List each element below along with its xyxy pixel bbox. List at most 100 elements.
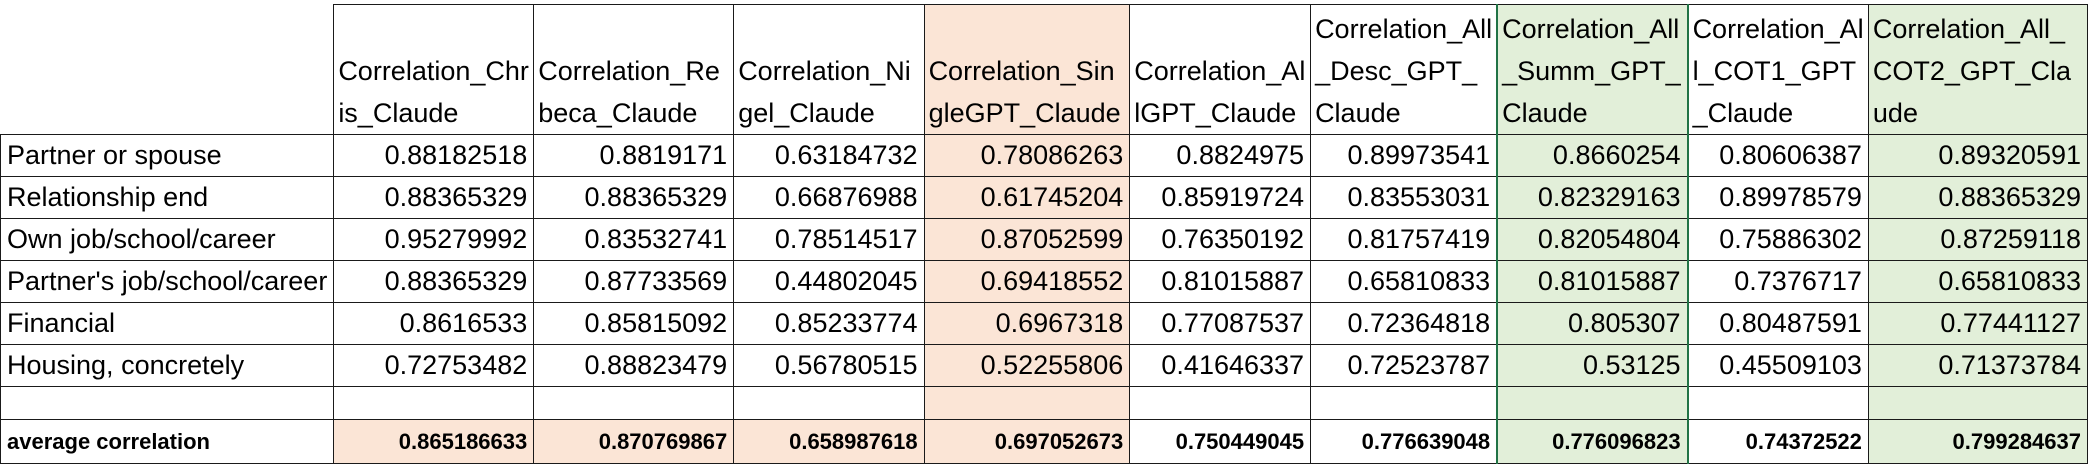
row-label-cell[interactable]: Own job/school/career — [0, 218, 335, 261]
table-row: Financial 0.8616533 0.85815092 0.85233774 0.… — [0, 302, 2088, 345]
value-cell-chris[interactable]: 0.88365329 — [333, 176, 535, 219]
average-label-cell[interactable]: average correlation — [0, 419, 335, 464]
value-cell-rebeca[interactable]: 0.87733569 — [533, 260, 735, 303]
empty-cell[interactable] — [1867, 386, 2088, 420]
value-cell-nigel[interactable]: 0.78514517 — [733, 218, 925, 261]
value-cell-rebeca[interactable]: 0.88823479 — [533, 344, 735, 387]
empty-cell[interactable] — [1496, 386, 1689, 420]
value-cell-all-cot2-gpt[interactable]: 0.88365329 — [1867, 176, 2088, 219]
average-cell-nigel[interactable]: 0.658987618 — [733, 419, 925, 464]
empty-cell[interactable] — [1129, 386, 1312, 420]
value-cell-rebeca[interactable]: 0.83532741 — [533, 218, 735, 261]
value-cell-singlegpt[interactable]: 0.69418552 — [923, 260, 1131, 303]
value-cell-all-desc-gpt[interactable]: 0.89973541 — [1310, 134, 1498, 177]
value-cell-all-desc-gpt[interactable]: 0.83553031 — [1310, 176, 1498, 219]
value-cell-all-summ-gpt[interactable]: 0.53125 — [1496, 344, 1689, 387]
value-cell-all-cot1-gpt[interactable]: 0.80487591 — [1687, 302, 1869, 345]
value-cell-all-cot1-gpt[interactable]: 0.7376717 — [1687, 260, 1869, 303]
value-cell-allgpt[interactable]: 0.77087537 — [1129, 302, 1312, 345]
header-corner-cell[interactable] — [0, 4, 335, 135]
value-cell-all-desc-gpt[interactable]: 0.81757419 — [1310, 218, 1498, 261]
value-cell-rebeca[interactable]: 0.88365329 — [533, 176, 735, 219]
value-cell-all-desc-gpt[interactable]: 0.72364818 — [1310, 302, 1498, 345]
value-cell-all-cot2-gpt[interactable]: 0.65810833 — [1867, 260, 2088, 303]
empty-cell[interactable] — [0, 386, 335, 420]
value-cell-nigel[interactable]: 0.44802045 — [733, 260, 925, 303]
header-cell-chris[interactable]: Correlation_Chris_Claude — [333, 4, 535, 135]
value-cell-chris[interactable]: 0.88365329 — [333, 260, 535, 303]
value-cell-all-cot2-gpt[interactable]: 0.71373784 — [1867, 344, 2088, 387]
value-cell-all-cot1-gpt[interactable]: 0.45509103 — [1687, 344, 1869, 387]
header-cell-nigel[interactable]: Correlation_Nigel_Claude — [733, 4, 925, 135]
spreadsheet-grid: Correlation_Chris_Claude Correlation_Reb… — [0, 4, 2088, 464]
value-cell-nigel[interactable]: 0.63184732 — [733, 134, 925, 177]
average-cell-allgpt[interactable]: 0.750449045 — [1129, 419, 1312, 464]
header-cell-all-cot2-gpt[interactable]: Correlation_All_COT2_GPT_Claude — [1867, 4, 2088, 135]
value-cell-allgpt[interactable]: 0.76350192 — [1129, 218, 1312, 261]
header-row: Correlation_Chris_Claude Correlation_Reb… — [0, 4, 2088, 135]
value-cell-allgpt[interactable]: 0.81015887 — [1129, 260, 1312, 303]
header-cell-all-cot1-gpt[interactable]: Correlation_All_COT1_GPT_Claude — [1687, 4, 1869, 135]
value-cell-singlegpt[interactable]: 0.6967318 — [923, 302, 1131, 345]
table-row: Relationship end 0.88365329 0.88365329 0.66… — [0, 176, 2088, 219]
table-row: Own job/school/career 0.95279992 0.8353274… — [0, 218, 2088, 261]
value-cell-allgpt[interactable]: 0.85919724 — [1129, 176, 1312, 219]
value-cell-allgpt[interactable]: 0.8824975 — [1129, 134, 1312, 177]
value-cell-chris[interactable]: 0.72753482 — [333, 344, 535, 387]
value-cell-all-cot1-gpt[interactable]: 0.80606387 — [1687, 134, 1869, 177]
header-cell-allgpt[interactable]: Correlation_AllGPT_Claude — [1129, 4, 1312, 135]
value-cell-singlegpt[interactable]: 0.78086263 — [923, 134, 1131, 177]
value-cell-all-summ-gpt[interactable]: 0.81015887 — [1496, 260, 1689, 303]
value-cell-all-cot2-gpt[interactable]: 0.77441127 — [1867, 302, 2088, 345]
row-label-cell[interactable]: Relationship end — [0, 176, 335, 219]
table-row: Partner or spouse 0.88182518 0.8819171 0.63… — [0, 134, 2088, 177]
empty-cell[interactable] — [1310, 386, 1498, 420]
row-label-cell[interactable]: Housing, concretely — [0, 344, 335, 387]
value-cell-nigel[interactable]: 0.66876988 — [733, 176, 925, 219]
value-cell-allgpt[interactable]: 0.41646337 — [1129, 344, 1312, 387]
empty-row — [0, 386, 2088, 420]
value-cell-nigel[interactable]: 0.85233774 — [733, 302, 925, 345]
row-label-cell[interactable]: Partner's job/school/career — [0, 260, 335, 303]
table-row: Partner's job/school/career 0.88365329 0.8… — [0, 260, 2088, 303]
average-cell-all-summ-gpt[interactable]: 0.776096823 — [1496, 419, 1689, 464]
row-label-cell[interactable]: Partner or spouse — [0, 134, 335, 177]
value-cell-all-summ-gpt[interactable]: 0.82054804 — [1496, 218, 1689, 261]
row-label-cell[interactable]: Financial — [0, 302, 335, 345]
average-cell-singlegpt[interactable]: 0.697052673 — [923, 419, 1131, 464]
average-row: average correlation 0.865186633 0.87076986… — [0, 419, 2088, 464]
value-cell-chris[interactable]: 0.95279992 — [333, 218, 535, 261]
empty-cell[interactable] — [1687, 386, 1869, 420]
value-cell-all-cot2-gpt[interactable]: 0.89320591 — [1867, 134, 2088, 177]
value-cell-singlegpt[interactable]: 0.52255806 — [923, 344, 1131, 387]
value-cell-chris[interactable]: 0.8616533 — [333, 302, 535, 345]
empty-cell[interactable] — [733, 386, 925, 420]
header-cell-all-desc-gpt[interactable]: Correlation_All_Desc_GPT_Claude — [1310, 4, 1498, 135]
value-cell-rebeca[interactable]: 0.8819171 — [533, 134, 735, 177]
value-cell-all-summ-gpt[interactable]: 0.805307 — [1496, 302, 1689, 345]
value-cell-all-summ-gpt[interactable]: 0.8660254 — [1496, 134, 1689, 177]
value-cell-singlegpt[interactable]: 0.61745204 — [923, 176, 1131, 219]
empty-cell[interactable] — [333, 386, 535, 420]
header-cell-all-summ-gpt[interactable]: Correlation_All_Summ_GPT_Claude — [1496, 4, 1689, 135]
average-cell-rebeca[interactable]: 0.870769867 — [533, 419, 735, 464]
value-cell-all-cot1-gpt[interactable]: 0.75886302 — [1687, 218, 1869, 261]
average-cell-all-cot1-gpt[interactable]: 0.74372522 — [1687, 419, 1869, 464]
value-cell-all-desc-gpt[interactable]: 0.72523787 — [1310, 344, 1498, 387]
table-row: Housing, concretely 0.72753482 0.88823479 0… — [0, 344, 2088, 387]
value-cell-rebeca[interactable]: 0.85815092 — [533, 302, 735, 345]
header-cell-rebeca[interactable]: Correlation_Rebeca_Claude — [533, 4, 735, 135]
header-cell-singlegpt[interactable]: Correlation_SingleGPT_Claude — [923, 4, 1131, 135]
value-cell-all-cot1-gpt[interactable]: 0.89978579 — [1687, 176, 1869, 219]
average-cell-all-desc-gpt[interactable]: 0.776639048 — [1310, 419, 1498, 464]
value-cell-chris[interactable]: 0.88182518 — [333, 134, 535, 177]
value-cell-all-desc-gpt[interactable]: 0.65810833 — [1310, 260, 1498, 303]
empty-cell[interactable] — [923, 386, 1131, 420]
value-cell-singlegpt[interactable]: 0.87052599 — [923, 218, 1131, 261]
value-cell-all-summ-gpt[interactable]: 0.82329163 — [1496, 176, 1689, 219]
average-cell-chris[interactable]: 0.865186633 — [333, 419, 535, 464]
value-cell-all-cot2-gpt[interactable]: 0.87259118 — [1867, 218, 2088, 261]
value-cell-nigel[interactable]: 0.56780515 — [733, 344, 925, 387]
average-cell-all-cot2-gpt[interactable]: 0.799284637 — [1867, 419, 2088, 464]
empty-cell[interactable] — [533, 386, 735, 420]
